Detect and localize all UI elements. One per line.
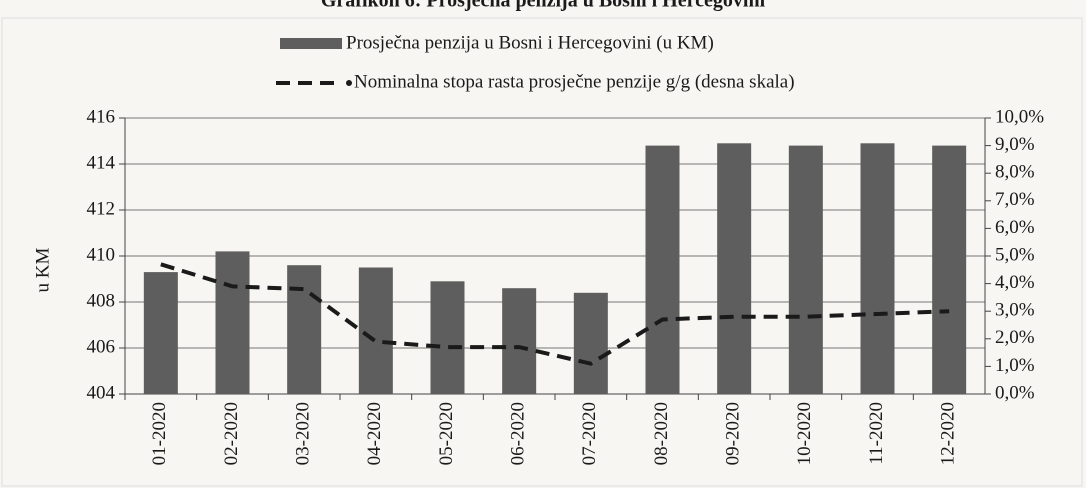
legend-label: Prosječna penzija u Bosni i Hercegovini … [346, 32, 714, 53]
x-tick-label: 07-2020 [579, 402, 600, 465]
chart-title: Grafikon 6: Prosječna penzija u Bosni i … [321, 0, 766, 12]
y-tick-label: 404 [87, 382, 116, 403]
y2-tick-label: 8,0% [995, 162, 1035, 183]
chart-frame [1, 17, 1083, 487]
bar [860, 143, 895, 394]
bar [287, 265, 322, 394]
legend-marker [346, 80, 352, 86]
bar [430, 281, 465, 394]
y2-tick-label: 1,0% [995, 355, 1035, 376]
x-tick-label: 11-2020 [866, 402, 887, 465]
bar [717, 143, 752, 394]
x-tick-label: 03-2020 [293, 402, 314, 465]
y-tick-label: 408 [87, 290, 116, 311]
y2-tick-label: 2,0% [995, 327, 1035, 348]
legend-label: Nominalna stopa rasta prosječne penzije … [354, 71, 795, 92]
x-tick-label: 12-2020 [938, 402, 959, 465]
bar [143, 272, 178, 394]
x-tick-label: 01-2020 [149, 402, 170, 465]
x-tick-label: 04-2020 [364, 402, 385, 465]
bar [502, 288, 537, 394]
y2-tick-label: 3,0% [995, 300, 1035, 321]
y-tick-label: 414 [87, 152, 116, 173]
bar [788, 145, 823, 394]
y-tick-label: 410 [87, 244, 116, 265]
x-tick-label: 08-2020 [651, 402, 672, 465]
y-tick-label: 406 [87, 336, 116, 357]
y-tick-label: 412 [87, 198, 116, 219]
y-tick-label: 416 [87, 106, 116, 127]
x-tick-label: 05-2020 [436, 402, 457, 465]
y2-tick-label: 7,0% [995, 189, 1035, 210]
x-tick-label: 09-2020 [723, 402, 744, 465]
bar [573, 292, 608, 394]
x-tick-label: 10-2020 [794, 402, 815, 465]
bar [215, 251, 250, 394]
legend-swatch [280, 38, 342, 49]
x-tick-label: 06-2020 [508, 402, 529, 465]
line [160, 262, 950, 366]
y2-tick-label: 6,0% [995, 217, 1035, 238]
y-axis-label: u KM [32, 247, 53, 292]
y2-tick-label: 5,0% [995, 244, 1035, 265]
y2-tick-label: 10,0% [995, 106, 1044, 127]
bar [645, 145, 680, 394]
y2-tick-label: 9,0% [995, 134, 1035, 155]
bar [932, 145, 967, 394]
x-tick-label: 02-2020 [221, 402, 242, 465]
y2-tick-label: 0,0% [995, 382, 1035, 403]
y2-tick-label: 4,0% [995, 272, 1035, 293]
bar [358, 267, 393, 394]
